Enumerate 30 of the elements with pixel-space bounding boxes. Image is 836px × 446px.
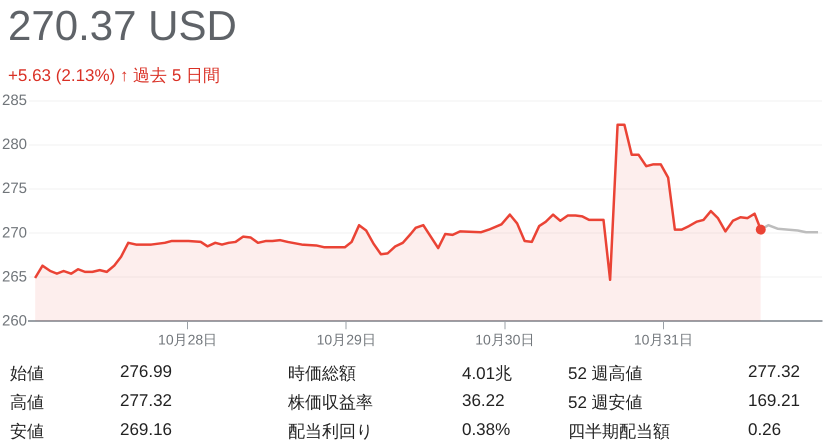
y-tick-label: 275 (2, 180, 28, 198)
text: 0.38% (462, 420, 512, 441)
chart-subtitle: +5.63 (2.13%) ↑ 過去 5 日間 (8, 65, 220, 87)
x-tick-label: 10月30日 (475, 331, 534, 348)
text: 277.32 (748, 362, 801, 383)
x-tick-label: 10月31日 (634, 331, 693, 348)
y-tick-label: 265 (2, 268, 28, 286)
text: 169.21 (748, 391, 801, 412)
x-tick-label: 10月28日 (158, 331, 218, 348)
text: 4.01兆 (462, 363, 514, 385)
text: 配当利回り (288, 421, 374, 443)
text: 0.26 (748, 420, 782, 441)
y-tick-label: 260 (2, 312, 28, 330)
text: 269.16 (120, 420, 173, 441)
text: 安値 (10, 421, 45, 443)
y-tick-label: 285 (2, 92, 28, 110)
text: 始値 (10, 363, 45, 385)
text: 36.22 (462, 391, 506, 412)
text: 52 週高値 (568, 363, 644, 385)
y-tick-label: 270 (2, 224, 28, 242)
y-tick-label: 280 (2, 136, 28, 154)
text: 277.32 (120, 391, 173, 412)
text: 52 週安値 (568, 392, 644, 414)
text: 時価総額 (288, 363, 357, 385)
text: 四半期配当額 (568, 421, 671, 443)
text: 株価収益率 (288, 392, 374, 414)
text: 高値 (10, 392, 45, 414)
text: 276.99 (120, 362, 173, 383)
x-tick-label: 10月29日 (316, 331, 376, 348)
chart-title: 270.37 USD (8, 2, 237, 50)
